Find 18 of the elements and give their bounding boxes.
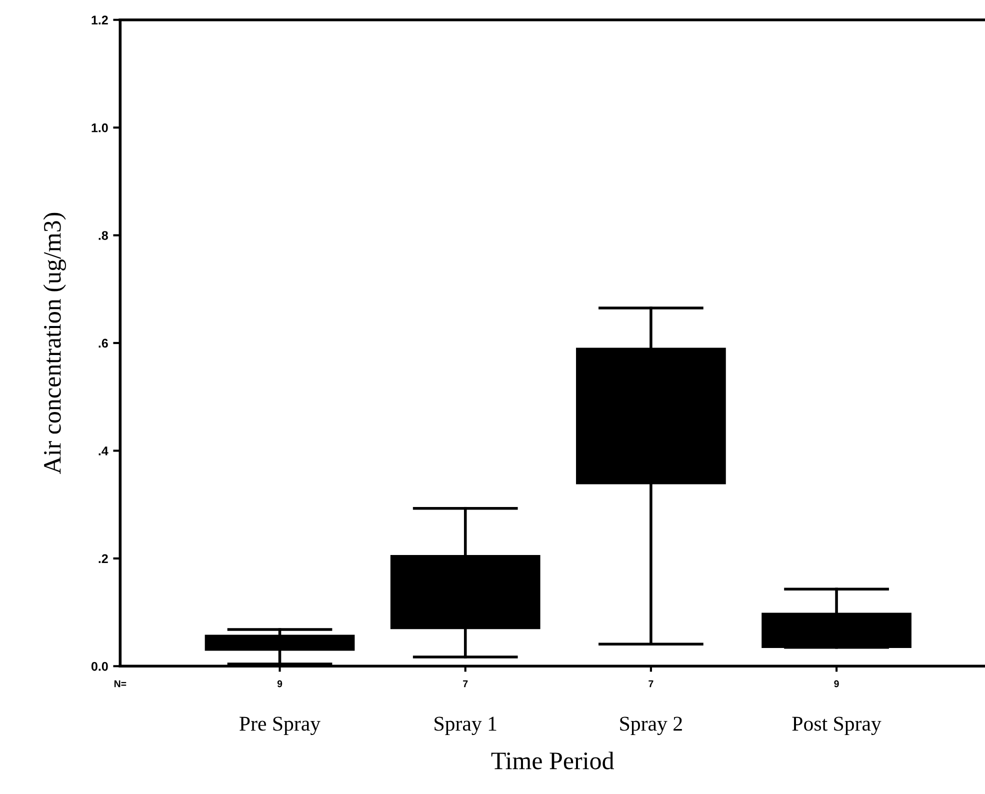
text: 9 [834,680,839,688]
y-axis-title: Air concentration (ug/m3) [43,212,66,474]
y-tick-label: .2 [98,554,108,563]
x-tick-label: Pre Spray [240,716,320,736]
y-tick-label: .8 [98,231,108,240]
x-tick-label: Spray 1 [434,716,496,736]
text: 7 [463,680,468,688]
text: 7 [648,680,654,688]
y-tick-label: 0.0 [91,662,108,671]
x-tick-label: Post Spray [792,716,882,736]
y-tick-label: 1.2 [92,16,108,24]
y-tick-label: 1.0 [92,123,108,132]
text: N= [114,680,126,688]
text: 9 [277,680,282,688]
x-axis-title: Time Period [491,752,614,770]
y-tick-label: .4 [98,446,108,456]
x-tick-label: Spray 2 [620,716,682,736]
y-tick-label: .6 [98,338,108,348]
